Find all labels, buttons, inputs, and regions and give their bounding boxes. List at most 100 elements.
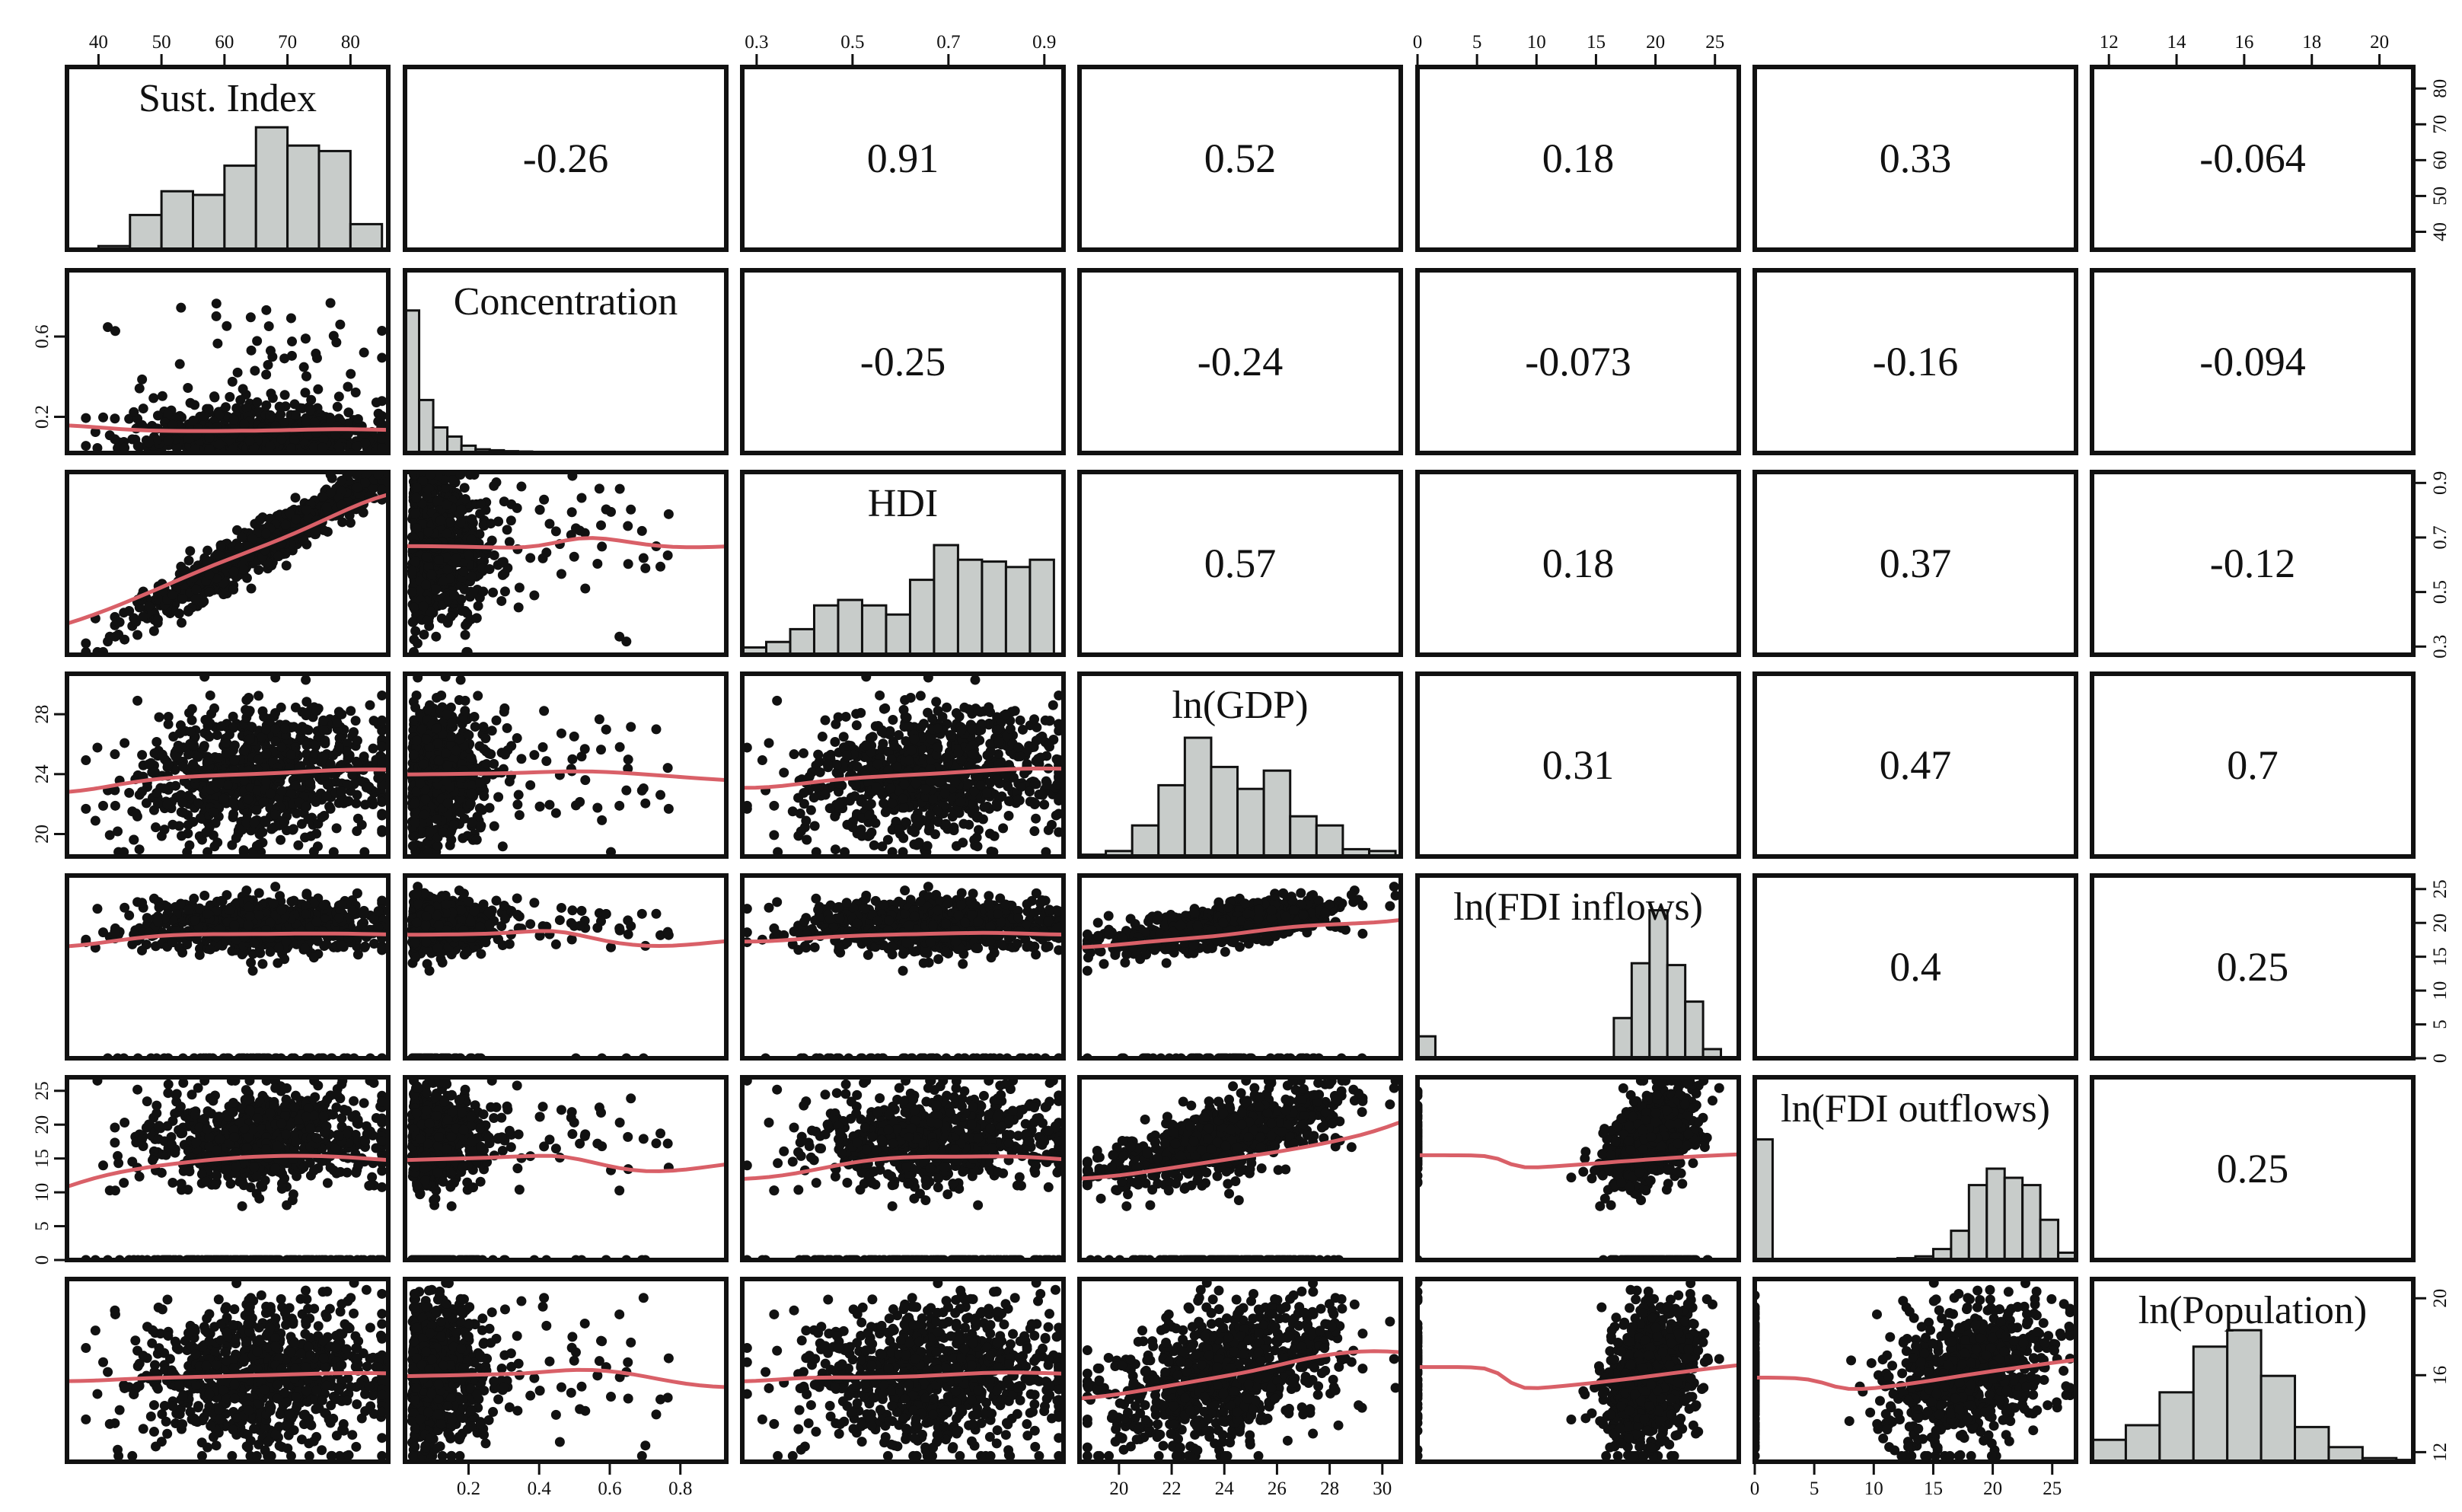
scatter-point — [961, 779, 971, 789]
panel-r2-c3: 0.57 — [1077, 470, 1403, 657]
scatter-point — [250, 365, 260, 376]
scatter-point — [579, 744, 590, 754]
scatter-point — [442, 709, 452, 719]
scatter-point — [191, 584, 202, 595]
scatter-point — [239, 419, 250, 429]
scatter-point — [318, 525, 329, 535]
scatter-point — [512, 502, 522, 513]
histogram-bar — [317, 149, 352, 250]
scatter-point — [360, 438, 371, 448]
scatter-point — [815, 767, 825, 777]
scatter-point — [473, 691, 483, 701]
scatter-point — [556, 728, 566, 738]
scatter-point — [171, 780, 181, 791]
scatter-point — [324, 801, 335, 812]
scatter-point — [594, 483, 604, 494]
scatter-point — [851, 709, 862, 719]
scatter-point — [183, 749, 194, 760]
scatter-point — [113, 616, 123, 627]
scatter-point — [377, 796, 387, 807]
scatter-point — [252, 336, 263, 346]
scatter-point — [621, 636, 632, 647]
scatter-point — [336, 475, 347, 486]
scatter-point — [638, 783, 649, 794]
scatter-point — [592, 802, 603, 813]
histogram-bar — [129, 213, 163, 250]
panel-r1-c3: -0.24 — [1077, 268, 1403, 455]
panel-r0-c0: Sust. Index — [65, 65, 391, 252]
scatter-point — [488, 587, 499, 598]
histogram-bar — [933, 544, 959, 655]
scatter-point — [163, 719, 174, 729]
panel-frame — [65, 470, 391, 657]
scatter-point — [475, 509, 486, 519]
histogram-bar — [981, 560, 1007, 655]
scatter-point — [151, 788, 162, 799]
scatter-point — [301, 801, 311, 812]
scatter-point — [211, 311, 222, 321]
scatter-point — [113, 443, 123, 453]
scatter-point — [162, 799, 173, 810]
panel-r1-c5: -0.16 — [1752, 268, 2078, 455]
scatter-point — [176, 807, 187, 818]
scatter-point — [159, 783, 170, 794]
panel-frame — [740, 470, 1066, 657]
scatter-point — [454, 734, 465, 745]
scatter-point — [621, 785, 632, 796]
scatter-point — [877, 841, 888, 852]
scatter-point — [291, 410, 301, 420]
scatter-point — [956, 755, 967, 766]
loess-line — [67, 767, 388, 794]
scatter-point — [502, 525, 512, 535]
histogram-bar — [446, 435, 463, 453]
scatter-point — [371, 397, 381, 408]
scatter-point — [460, 494, 470, 505]
scatter-point — [638, 553, 649, 563]
scatter-point — [483, 748, 494, 759]
scatter-point — [110, 800, 120, 811]
scatter-point — [331, 337, 342, 348]
scatter-point — [626, 504, 636, 515]
scatter-point — [575, 796, 585, 807]
scatter-point — [601, 724, 611, 735]
histogram-bar — [860, 604, 888, 655]
scatter-point — [149, 748, 160, 758]
scatter-point — [460, 706, 470, 716]
scatter-point — [352, 482, 362, 493]
scatter-point — [98, 412, 109, 423]
scatter-point — [377, 433, 387, 444]
scatter-point — [212, 338, 223, 349]
scatter-point — [137, 750, 148, 761]
scatter-point — [171, 751, 181, 762]
scatter-point — [228, 809, 239, 819]
scatter-point — [261, 724, 272, 735]
scatter-point — [157, 749, 167, 760]
scatter-point — [534, 801, 545, 812]
scatter-point — [131, 809, 142, 819]
scatter-point — [218, 793, 229, 804]
scatter-point — [301, 505, 311, 515]
scatter-point — [202, 756, 212, 767]
scatter-point — [266, 824, 277, 834]
correlation-concentration-ln-population: -0.094 — [2199, 339, 2305, 384]
scatter-point — [209, 391, 220, 402]
scatter-point — [228, 711, 238, 722]
scatter-point — [416, 724, 427, 735]
scatter-point — [252, 785, 263, 796]
panel-r0-c3: 0.52 — [1077, 65, 1403, 252]
scatter-point — [576, 493, 587, 503]
scatter-point — [325, 758, 336, 769]
scatter-point — [569, 551, 579, 562]
scatter-point — [238, 847, 249, 856]
scatter-point — [359, 751, 369, 762]
scatter-point — [489, 821, 499, 831]
panel-frame — [65, 65, 391, 252]
scatter-point — [129, 834, 139, 845]
scatter-point — [332, 718, 343, 729]
scatter-point — [215, 439, 225, 450]
scatter-point — [529, 590, 540, 601]
scatter-point — [228, 798, 238, 809]
scatter-point — [261, 776, 272, 786]
scatter-point — [474, 529, 485, 540]
scatter-point — [215, 778, 225, 789]
